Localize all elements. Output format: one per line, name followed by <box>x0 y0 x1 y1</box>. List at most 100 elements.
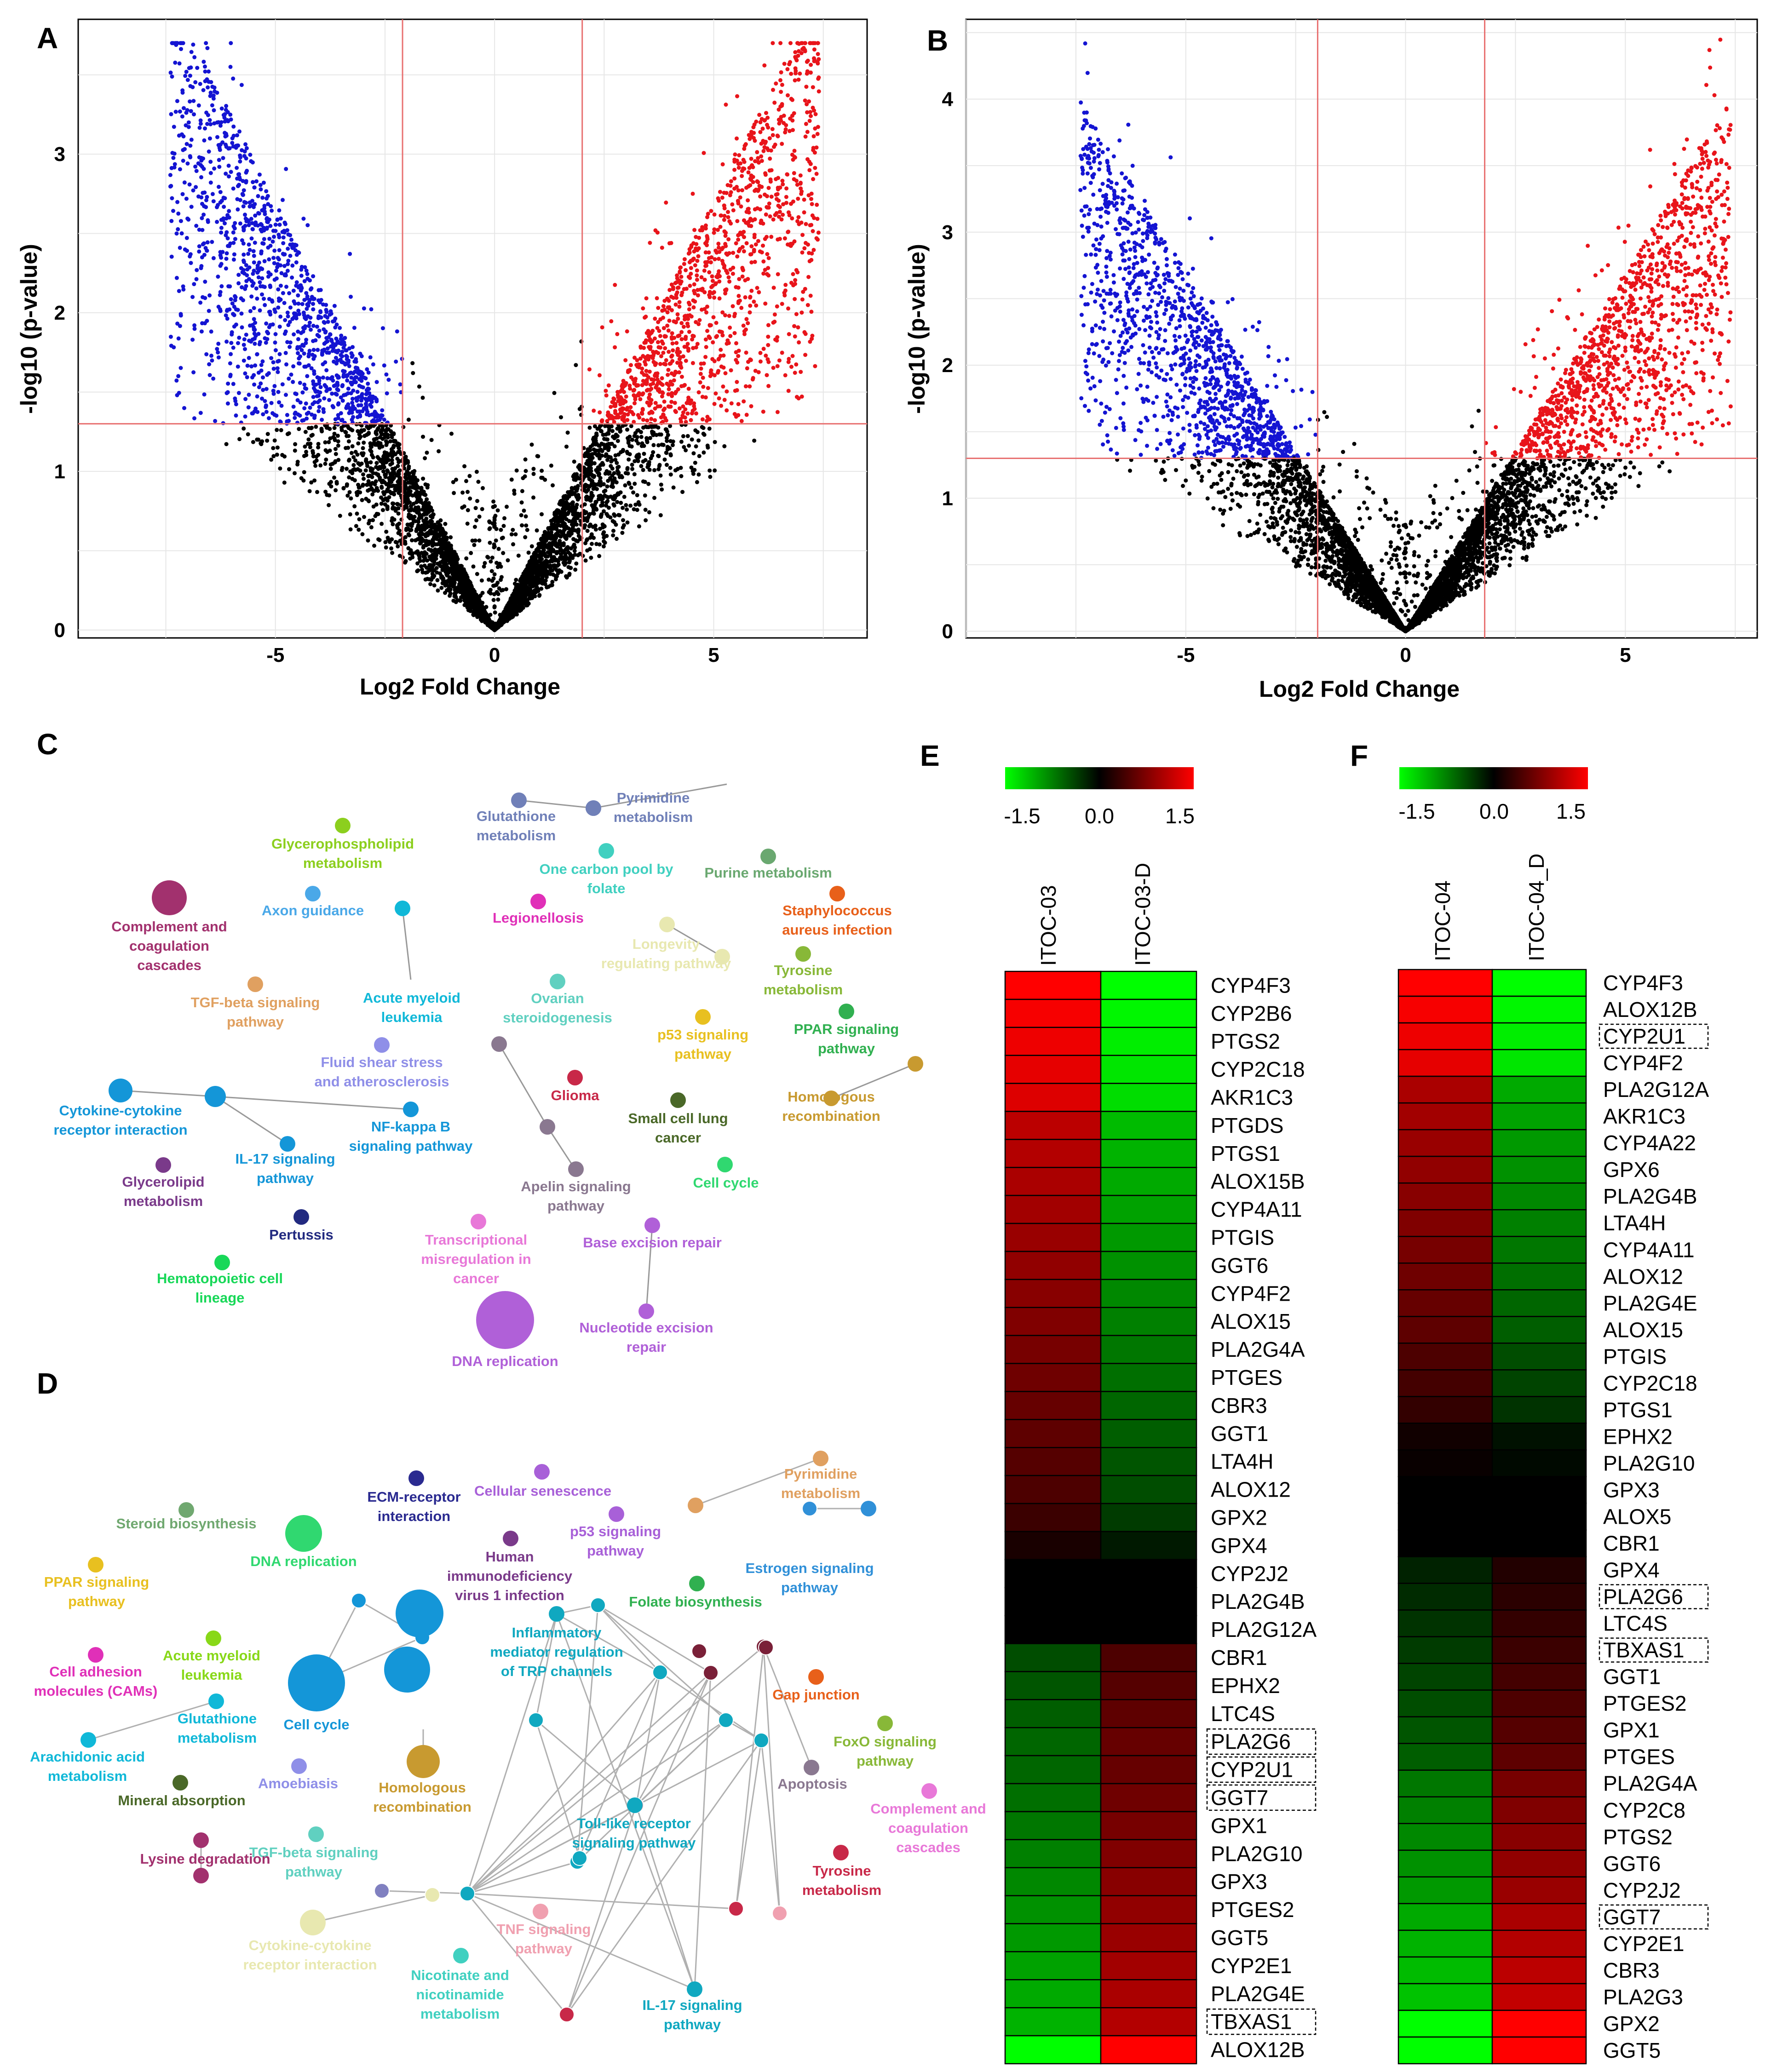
data-point <box>326 335 331 339</box>
data-point <box>365 367 369 372</box>
data-point <box>260 292 264 297</box>
data-point <box>256 332 261 336</box>
data-point <box>637 524 641 528</box>
data-point <box>677 304 682 309</box>
data-point <box>462 464 467 469</box>
data-point <box>174 378 179 383</box>
data-point <box>552 390 557 395</box>
data-point <box>707 295 712 299</box>
data-point <box>264 410 269 414</box>
data-point <box>749 404 753 408</box>
data-point <box>695 258 700 263</box>
data-point <box>425 577 430 581</box>
data-point <box>623 483 627 488</box>
data-point <box>685 411 690 416</box>
data-point <box>406 418 411 422</box>
data-point <box>355 453 360 457</box>
data-point <box>767 136 772 141</box>
data-point <box>255 437 259 442</box>
data-point <box>265 220 270 224</box>
data-point <box>208 94 213 98</box>
data-point <box>670 382 674 387</box>
data-point <box>351 455 356 459</box>
data-point <box>695 277 699 282</box>
data-point <box>211 199 216 204</box>
data-point <box>373 442 378 447</box>
data-point <box>736 237 741 242</box>
data-point <box>691 298 696 303</box>
data-point <box>793 78 797 83</box>
data-point <box>287 467 291 471</box>
data-point <box>713 468 717 473</box>
data-point <box>499 578 503 582</box>
data-point <box>786 230 791 234</box>
data-point <box>634 438 638 443</box>
data-point <box>609 405 613 409</box>
data-point <box>211 96 216 101</box>
data-point <box>805 59 809 64</box>
data-point <box>756 156 760 161</box>
data-point <box>357 517 362 522</box>
data-point <box>334 336 339 341</box>
data-point <box>752 136 756 140</box>
data-point <box>711 340 715 344</box>
data-point <box>600 461 604 465</box>
data-point <box>671 485 676 490</box>
data-point <box>743 278 748 282</box>
data-point <box>203 64 207 69</box>
data-point <box>366 370 371 375</box>
data-point <box>680 490 685 494</box>
data-point <box>349 294 353 299</box>
data-point <box>605 484 610 489</box>
data-point <box>649 456 653 460</box>
data-point <box>466 490 470 494</box>
data-point <box>799 310 804 315</box>
data-point <box>605 419 610 423</box>
data-point <box>248 153 253 157</box>
panel-label-a: A <box>37 22 58 55</box>
data-point <box>188 74 192 78</box>
data-point <box>416 523 420 528</box>
data-point <box>232 313 236 317</box>
data-point <box>489 569 494 574</box>
data-point <box>285 269 290 273</box>
data-point <box>276 390 281 394</box>
data-point <box>229 297 233 302</box>
data-point <box>644 518 648 522</box>
data-point <box>657 380 661 385</box>
data-point <box>620 531 625 535</box>
data-point <box>319 426 324 431</box>
data-point <box>265 438 270 443</box>
data-point <box>630 467 634 471</box>
data-point <box>671 348 675 353</box>
data-point <box>252 205 256 209</box>
data-point <box>284 166 288 171</box>
data-point <box>394 359 398 364</box>
data-point <box>194 277 199 281</box>
data-point <box>261 412 265 417</box>
data-point <box>602 530 606 534</box>
data-point <box>619 500 623 505</box>
data-point <box>191 370 196 374</box>
data-point <box>242 154 247 158</box>
data-point <box>333 460 337 465</box>
data-point <box>755 150 759 155</box>
data-point <box>243 142 248 147</box>
data-point <box>219 230 224 235</box>
data-point <box>321 375 325 380</box>
data-point <box>495 508 500 513</box>
data-point <box>653 316 657 321</box>
data-point <box>694 444 698 448</box>
data-point <box>587 547 592 551</box>
data-point <box>775 304 779 309</box>
data-point <box>318 385 323 390</box>
data-point <box>323 314 328 318</box>
data-point <box>477 538 482 543</box>
data-point <box>423 456 427 460</box>
data-point <box>732 331 737 335</box>
data-point <box>352 504 357 509</box>
data-point <box>357 528 361 532</box>
data-point <box>290 276 294 280</box>
data-point <box>663 346 667 350</box>
data-point <box>209 80 213 84</box>
